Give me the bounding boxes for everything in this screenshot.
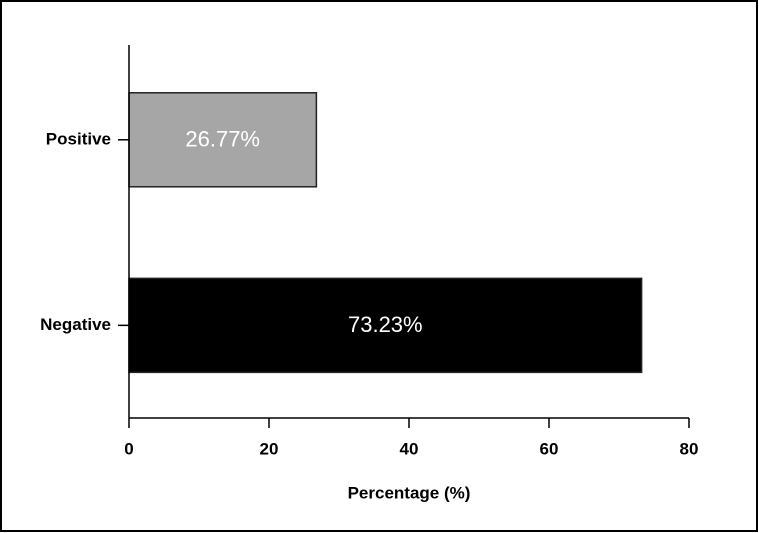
x-tick-label: 40	[400, 439, 419, 458]
y-tick-label: Positive	[46, 129, 111, 148]
value-label: 73.23%	[348, 312, 423, 337]
x-axis-label: Percentage (%)	[348, 483, 471, 502]
x-tick-label: 0	[124, 439, 133, 458]
x-tick-label: 20	[260, 439, 279, 458]
bar	[128, 92, 318, 188]
bar	[128, 277, 643, 374]
value-label: 26.77%	[185, 127, 260, 152]
x-tick-label: 60	[540, 439, 559, 458]
x-tick-label: 80	[680, 439, 699, 458]
y-tick-label: Negative	[40, 315, 111, 334]
